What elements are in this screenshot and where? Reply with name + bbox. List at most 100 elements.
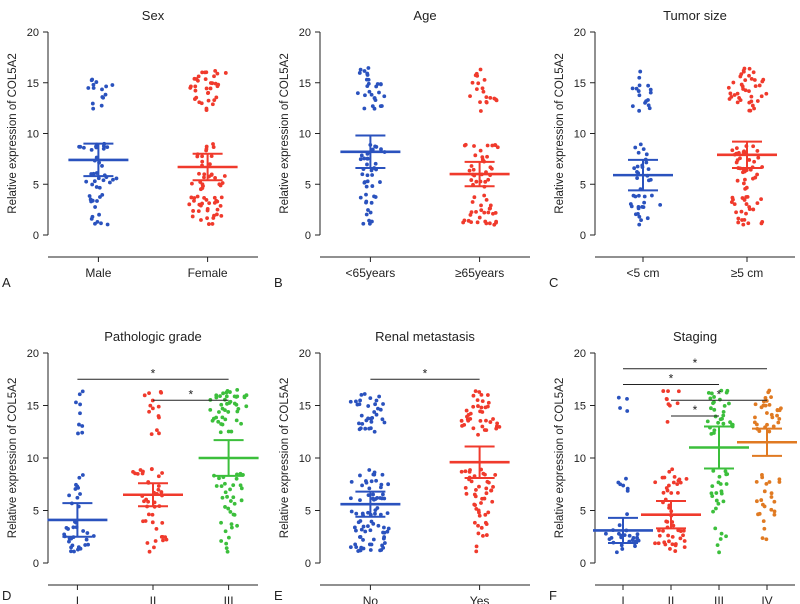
data-point <box>110 83 115 87</box>
data-point <box>676 389 681 394</box>
data-point <box>372 410 377 414</box>
data-point <box>751 144 756 149</box>
data-point <box>214 212 219 217</box>
data-point <box>721 499 726 504</box>
data-point <box>744 185 749 190</box>
data-point <box>478 100 482 104</box>
data-point <box>724 534 728 539</box>
data-point <box>495 421 500 426</box>
data-point <box>385 529 390 534</box>
data-point <box>747 158 752 162</box>
data-point <box>767 402 772 407</box>
data-point <box>637 222 642 227</box>
data-point <box>363 426 368 431</box>
data-point <box>360 172 365 177</box>
data-point <box>382 525 386 530</box>
data-point <box>362 156 367 161</box>
data-point <box>80 389 85 394</box>
y-tick-label: 5 <box>33 179 39 191</box>
y-tick-label: 15 <box>574 78 586 90</box>
data-point <box>223 417 228 422</box>
data-point <box>366 208 370 212</box>
data-point <box>480 424 485 429</box>
data-point <box>382 94 387 99</box>
data-point <box>747 73 751 78</box>
data-point <box>219 195 224 200</box>
y-tick-label: 15 <box>299 401 311 413</box>
y-axis-label: Relative expression of COL5A2 <box>279 378 291 538</box>
data-point <box>625 409 630 413</box>
data-point <box>217 476 221 481</box>
data-point <box>709 391 714 396</box>
data-point <box>661 528 665 533</box>
data-point <box>476 531 481 536</box>
data-point <box>348 545 353 550</box>
data-point <box>91 171 96 176</box>
data-point <box>769 491 774 496</box>
data-point <box>220 181 225 185</box>
data-point <box>208 407 213 412</box>
data-point <box>479 405 484 410</box>
data-point <box>211 142 215 146</box>
x-tick-label-2: II <box>668 594 675 604</box>
data-point <box>476 432 480 437</box>
data-point <box>664 486 669 490</box>
data-point <box>712 395 716 399</box>
data-point <box>205 207 210 211</box>
data-point <box>767 429 772 434</box>
data-point <box>207 201 212 206</box>
data-point <box>225 388 230 393</box>
data-point <box>188 84 193 89</box>
data-point <box>725 388 730 393</box>
data-point <box>358 519 363 523</box>
data-point <box>459 418 464 423</box>
data-point <box>739 72 744 77</box>
data-point <box>382 535 387 539</box>
data-point <box>191 209 195 213</box>
data-point <box>482 193 487 198</box>
data-point <box>737 96 742 100</box>
data-point <box>231 512 236 517</box>
data-point <box>363 479 368 483</box>
data-point <box>713 526 718 531</box>
data-point <box>633 544 637 549</box>
data-point <box>105 222 110 227</box>
data-point <box>218 203 223 208</box>
data-point <box>91 106 96 111</box>
data-point <box>100 192 105 197</box>
data-point <box>644 160 649 165</box>
data-point <box>97 185 102 190</box>
panel-title: Age <box>413 8 436 23</box>
data-point <box>71 525 76 530</box>
data-point <box>368 396 373 401</box>
data-point <box>712 407 717 412</box>
data-point <box>670 467 675 472</box>
data-point <box>214 415 219 420</box>
x-tick-label-1: Male <box>85 266 111 280</box>
data-point <box>765 411 769 415</box>
data-point <box>193 84 198 89</box>
data-point <box>367 218 371 223</box>
data-point <box>159 534 164 539</box>
data-point <box>484 99 489 104</box>
data-point <box>736 216 741 221</box>
data-point <box>365 162 369 167</box>
data-point <box>231 495 236 500</box>
data-point <box>379 482 384 487</box>
x-tick-label-3: III <box>714 594 724 604</box>
data-point <box>361 221 366 226</box>
data-point <box>222 481 227 486</box>
data-point <box>69 549 73 554</box>
data-point <box>77 392 82 397</box>
data-point <box>777 416 782 421</box>
data-point <box>205 216 209 221</box>
data-point <box>473 389 478 394</box>
data-point <box>365 179 370 184</box>
data-point <box>213 176 217 180</box>
y-tick-label: 5 <box>580 506 586 518</box>
data-point <box>478 67 483 72</box>
data-point <box>361 524 366 529</box>
data-point <box>474 209 478 214</box>
data-point <box>484 418 488 423</box>
data-point <box>204 106 209 111</box>
